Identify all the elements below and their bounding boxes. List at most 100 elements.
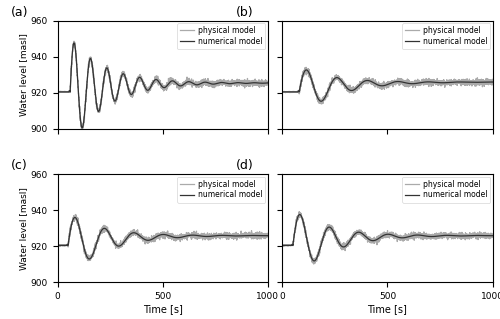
physical model (463, 234, 469, 238)
numerical model (264, 234, 270, 238)
numerical model (463, 80, 469, 84)
Legend: physical model, numerical model: physical model, numerical model (177, 176, 266, 203)
physical model (303, 65, 309, 69)
physical model (360, 82, 366, 86)
numerical model (86, 257, 92, 261)
physical model (91, 81, 97, 85)
Line: physical model: physical model (58, 214, 268, 261)
numerical model (238, 234, 244, 238)
numerical model (316, 98, 322, 102)
numerical model (91, 249, 97, 253)
numerical model (144, 88, 150, 92)
physical model (318, 102, 324, 106)
physical model (91, 246, 97, 250)
Y-axis label: Water level [masl]: Water level [masl] (19, 187, 28, 270)
numerical model (78, 125, 84, 129)
numerical model (135, 77, 141, 80)
numerical model (264, 81, 270, 85)
physical model (369, 80, 375, 84)
physical model (304, 67, 310, 71)
physical model (78, 126, 84, 130)
Text: (c): (c) (12, 159, 28, 172)
X-axis label: Time [s]: Time [s] (142, 304, 182, 314)
physical model (490, 78, 496, 81)
Legend: physical model, numerical model: physical model, numerical model (402, 176, 490, 203)
Line: physical model: physical model (282, 212, 492, 264)
physical model (78, 234, 84, 237)
numerical model (54, 243, 60, 247)
numerical model (486, 80, 492, 84)
numerical model (280, 243, 285, 247)
physical model (310, 262, 316, 266)
numerical model (318, 99, 324, 103)
numerical model (54, 90, 60, 94)
numerical model (316, 250, 322, 254)
physical model (71, 39, 77, 43)
numerical model (296, 212, 302, 216)
physical model (280, 243, 285, 247)
numerical model (463, 234, 469, 238)
Line: numerical model: numerical model (58, 218, 268, 259)
numerical model (490, 80, 496, 84)
numerical model (490, 234, 496, 238)
Y-axis label: Water level [masl]: Water level [masl] (19, 33, 28, 116)
physical model (486, 83, 492, 87)
physical model (238, 83, 244, 87)
numerical model (260, 234, 266, 238)
Line: numerical model: numerical model (58, 43, 268, 128)
physical model (86, 259, 92, 263)
numerical model (304, 68, 310, 72)
physical model (79, 129, 85, 133)
physical model (360, 232, 366, 236)
numerical model (311, 259, 317, 263)
physical model (54, 244, 60, 248)
physical model (296, 210, 302, 214)
numerical model (304, 235, 310, 239)
numerical model (79, 126, 85, 130)
X-axis label: Time [s]: Time [s] (368, 304, 408, 314)
Text: (b): (b) (236, 5, 254, 19)
physical model (260, 81, 266, 85)
physical model (238, 233, 244, 236)
physical model (316, 96, 322, 100)
numerical model (135, 233, 141, 236)
physical model (369, 240, 375, 244)
physical model (144, 88, 150, 92)
numerical model (78, 235, 84, 239)
physical model (316, 249, 322, 253)
physical model (135, 233, 141, 237)
physical model (135, 77, 141, 81)
numerical model (71, 41, 77, 45)
Line: numerical model: numerical model (282, 70, 492, 101)
numerical model (260, 81, 266, 85)
numerical model (280, 90, 285, 94)
numerical model (238, 81, 244, 85)
physical model (490, 234, 496, 237)
numerical model (304, 68, 310, 72)
numerical model (369, 80, 375, 84)
physical model (264, 234, 270, 238)
physical model (304, 235, 310, 239)
numerical model (91, 80, 97, 84)
Legend: physical model, numerical model: physical model, numerical model (177, 23, 266, 49)
Text: (d): (d) (236, 159, 254, 172)
physical model (463, 78, 469, 82)
physical model (260, 234, 266, 238)
Line: physical model: physical model (58, 41, 268, 131)
numerical model (360, 232, 366, 236)
Line: physical model: physical model (282, 67, 492, 104)
Line: numerical model: numerical model (282, 214, 492, 261)
numerical model (72, 216, 78, 219)
physical model (486, 234, 492, 238)
physical model (280, 90, 285, 93)
numerical model (369, 239, 375, 242)
physical model (72, 212, 78, 216)
physical model (54, 90, 60, 93)
physical model (264, 81, 270, 85)
physical model (144, 238, 150, 241)
numerical model (360, 80, 366, 84)
numerical model (486, 234, 492, 238)
Text: (a): (a) (12, 5, 29, 19)
numerical model (144, 238, 150, 242)
Legend: physical model, numerical model: physical model, numerical model (402, 23, 490, 49)
